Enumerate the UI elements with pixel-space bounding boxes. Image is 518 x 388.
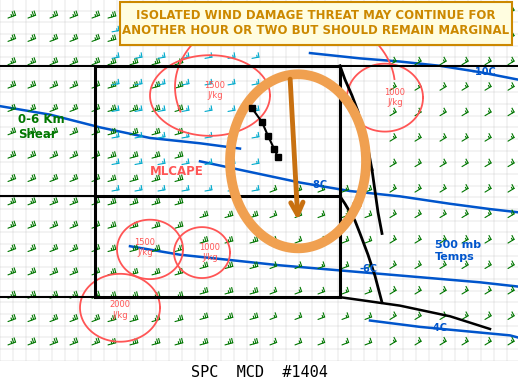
- Text: 1000
J/kg: 1000 J/kg: [199, 243, 221, 262]
- Text: -6C: -6C: [360, 264, 378, 274]
- Text: -8C: -8C: [310, 180, 328, 190]
- Text: 1500
J/kg: 1500 J/kg: [135, 237, 155, 257]
- Text: 1000
J/kg: 1000 J/kg: [384, 88, 406, 107]
- Text: -10C: -10C: [471, 68, 496, 77]
- Text: 2000
J/kg: 2000 J/kg: [109, 300, 131, 320]
- Text: MLCAPE: MLCAPE: [150, 165, 204, 178]
- Text: 0-6 Km
Shear: 0-6 Km Shear: [18, 113, 65, 141]
- FancyBboxPatch shape: [120, 2, 512, 45]
- Text: 1500
J/kg: 1500 J/kg: [205, 81, 225, 100]
- Text: SPC  MCD  #1404: SPC MCD #1404: [191, 365, 327, 380]
- Text: ISOLATED WIND DAMAGE THREAT MAY CONTINUE FOR
ANOTHER HOUR OR TWO BUT SHOULD REMA: ISOLATED WIND DAMAGE THREAT MAY CONTINUE…: [122, 9, 510, 37]
- Text: -4C: -4C: [430, 323, 448, 333]
- Text: 500 mb
Temps: 500 mb Temps: [435, 241, 481, 262]
